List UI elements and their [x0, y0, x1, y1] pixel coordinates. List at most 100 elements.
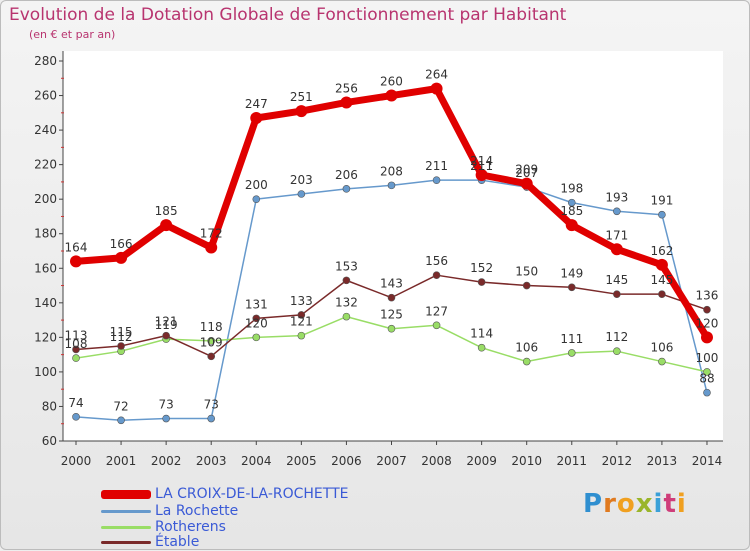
data-point — [387, 324, 396, 333]
data-point — [160, 219, 173, 232]
data-point — [252, 314, 261, 323]
data-point — [385, 89, 398, 102]
data-label: 109 — [200, 335, 223, 349]
x-tick-label: 2008 — [421, 454, 452, 468]
logo-letter: i — [676, 489, 687, 519]
data-point — [72, 345, 80, 354]
data-point — [297, 331, 306, 340]
data-point — [207, 352, 216, 361]
x-tick-label: 2006 — [331, 454, 362, 468]
data-point — [250, 112, 263, 124]
data-point — [342, 185, 351, 193]
data-point — [610, 243, 623, 256]
data-point — [703, 305, 711, 314]
x-tick-label: 2009 — [466, 454, 497, 468]
data-point — [658, 210, 666, 219]
data-point — [342, 276, 351, 285]
data-point — [477, 343, 486, 352]
data-point — [613, 347, 621, 355]
x-tick-label: 2003 — [196, 454, 227, 468]
data-label: 211 — [470, 159, 493, 173]
logo-letter: o — [616, 489, 636, 519]
data-label: 145 — [605, 273, 628, 287]
data-label: 171 — [605, 228, 628, 242]
data-label: 112 — [605, 330, 628, 344]
x-tick-label: 2011 — [556, 454, 587, 468]
data-label: 133 — [290, 294, 313, 308]
x-tick-label: 2000 — [61, 454, 92, 468]
data-point — [477, 278, 486, 286]
data-label: 121 — [155, 315, 178, 329]
data-point — [205, 241, 218, 254]
data-point — [567, 198, 576, 207]
data-point — [387, 293, 396, 302]
data-point — [115, 251, 128, 264]
x-tick-label: 2012 — [602, 454, 633, 468]
data-label: 153 — [335, 259, 358, 273]
data-label: 185 — [155, 204, 178, 218]
data-point — [613, 290, 621, 298]
data-label: 127 — [425, 304, 448, 318]
logo-letter: i — [653, 489, 664, 519]
y-tick-label: 260 — [34, 89, 57, 103]
y-tick-label: 80 — [42, 399, 57, 413]
data-point — [72, 413, 80, 421]
legend-swatch — [101, 489, 151, 499]
data-point — [703, 368, 711, 376]
data-point — [295, 105, 308, 118]
data-label: 256 — [335, 81, 358, 95]
legend-item: Rotherens — [101, 519, 226, 535]
data-point — [207, 337, 216, 345]
data-point — [297, 311, 306, 319]
data-point — [162, 414, 170, 423]
data-point — [700, 331, 713, 344]
data-label: 131 — [245, 297, 268, 311]
data-label: 166 — [110, 237, 133, 251]
x-tick-label: 2014 — [692, 454, 723, 468]
data-label: 247 — [245, 97, 268, 111]
data-label: 193 — [605, 190, 628, 204]
data-point — [297, 190, 306, 198]
x-tick-label: 2010 — [511, 454, 542, 468]
legend-swatch — [101, 525, 151, 529]
data-point — [658, 357, 666, 366]
data-label: 260 — [380, 75, 403, 89]
legend-item: Étable — [101, 534, 199, 550]
data-label: 114 — [470, 327, 493, 341]
data-label: 106 — [650, 341, 673, 355]
y-tick-label: 140 — [34, 296, 57, 310]
data-point — [207, 414, 216, 423]
data-point — [342, 312, 351, 321]
y-tick-label: 200 — [34, 192, 57, 206]
logo-letter: P — [583, 489, 604, 519]
data-label: 208 — [380, 164, 403, 178]
legend-item: La Rochette — [101, 503, 238, 519]
y-tick-label: 160 — [34, 261, 57, 275]
x-tick-label: 2013 — [647, 454, 678, 468]
x-tick-label: 2002 — [151, 454, 182, 468]
data-label: 73 — [204, 398, 219, 412]
legend-item: LA CROIX-DE-LA-ROCHETTE — [101, 486, 348, 502]
data-label: 156 — [425, 254, 448, 268]
data-label: 88 — [699, 372, 714, 386]
data-point — [117, 416, 125, 425]
data-label: 106 — [515, 341, 538, 355]
data-label: 74 — [68, 396, 83, 410]
data-label: 118 — [200, 320, 223, 334]
data-point — [703, 388, 711, 397]
data-point — [432, 321, 441, 330]
data-label: 73 — [158, 398, 173, 412]
data-point — [70, 255, 82, 268]
plot-area — [63, 51, 723, 441]
y-tick-label: 240 — [34, 123, 57, 137]
data-point — [613, 207, 621, 216]
data-label: 100 — [696, 351, 719, 365]
data-label: 112 — [110, 330, 133, 344]
data-point — [655, 258, 668, 271]
data-point — [430, 82, 443, 95]
legend-swatch — [101, 509, 151, 513]
y-tick-label: 280 — [34, 54, 57, 68]
data-label: 108 — [65, 337, 88, 351]
proxiti-logo: Proxiti — [583, 489, 687, 519]
